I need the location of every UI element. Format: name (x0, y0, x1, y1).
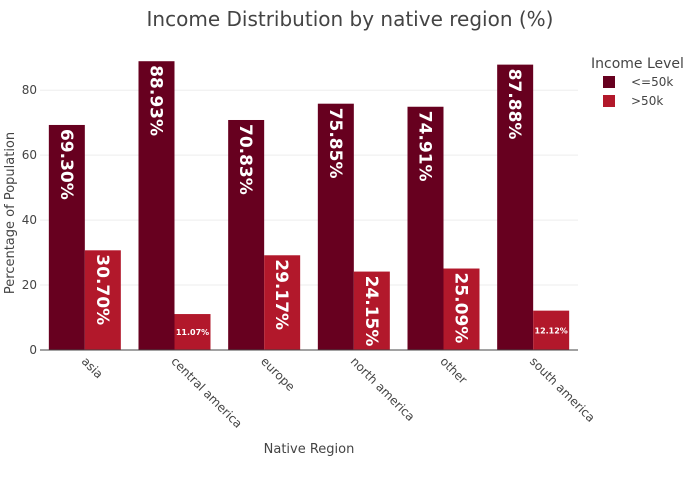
legend-entry: >50k (631, 94, 663, 108)
bar (353, 271, 390, 350)
bar (174, 314, 211, 350)
legend-title: Income Level (591, 56, 684, 72)
legend: Income Level <=50k >50k (591, 56, 684, 108)
x-tick-label: north america (348, 354, 418, 424)
x-tick-label: central america (168, 354, 245, 431)
bar (264, 255, 301, 350)
grid-layer (40, 89, 578, 286)
bar-data-label: 24.15% (361, 276, 381, 347)
bar (228, 119, 265, 350)
bar (407, 106, 444, 351)
y-tick-label: 80 (22, 83, 37, 97)
bar-data-label: 11.07% (176, 328, 209, 337)
x-ticks: asia central america europe north america ot… (79, 354, 598, 431)
bar-data-label: 30.70% (92, 254, 112, 325)
bar-data-label: 29.17% (271, 259, 291, 330)
y-tick-label: 60 (22, 148, 37, 162)
bar (497, 64, 534, 351)
bar-data-label: 70.83% (235, 124, 255, 195)
bar-data-label: 75.85% (325, 108, 345, 179)
bar-data-label: 88.93% (146, 65, 166, 136)
bar (84, 250, 121, 350)
legend-swatch (603, 95, 615, 107)
bar-data-label: 12.12% (535, 326, 568, 335)
y-tick-label: 40 (22, 213, 37, 227)
y-tick-label: 0 (29, 343, 37, 357)
bar-data-label: 74.91% (415, 111, 435, 182)
bars-layer: 69.30% 30.70% 88.93% 11.07% 70.83% 29.17% 75.8… (48, 61, 570, 351)
bar-data-label: 69.30% (56, 129, 76, 200)
y-axis-title: Percentage of Population (3, 132, 18, 294)
x-tick-label: south america (527, 354, 598, 425)
legend-items: <=50k >50k (603, 75, 673, 108)
bar-data-label: 25.09% (451, 273, 471, 344)
x-tick-label: europe (258, 354, 298, 394)
bar (138, 61, 175, 351)
chart-title: Income Distribution by native region (%) (147, 7, 554, 31)
x-axis-title: Native Region (264, 442, 355, 457)
x-tick-label: other (437, 354, 470, 387)
legend-swatch (603, 76, 615, 88)
legend-entry: <=50k (631, 75, 673, 89)
bar (48, 124, 85, 350)
bar (317, 103, 354, 350)
bar (533, 310, 570, 350)
bar-data-label: 87.88% (504, 69, 524, 140)
x-tick-label: asia (79, 354, 106, 381)
y-tick-label: 20 (22, 278, 37, 292)
y-ticks: 0 20 40 60 80 (22, 83, 37, 357)
bar (443, 268, 480, 350)
